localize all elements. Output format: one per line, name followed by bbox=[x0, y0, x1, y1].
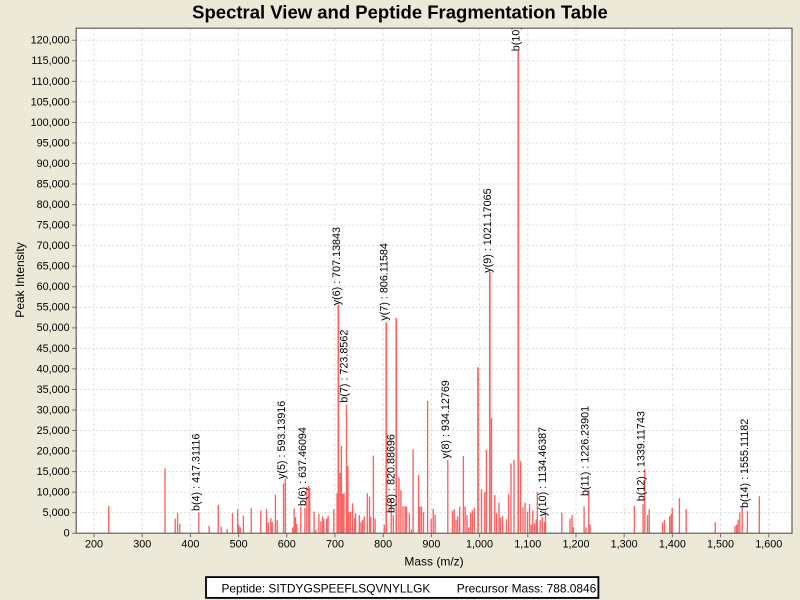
svg-text:40,000: 40,000 bbox=[37, 363, 70, 375]
svg-text:95,000: 95,000 bbox=[37, 137, 70, 149]
svg-text:y(9) : 1021.17065: y(9) : 1021.17065 bbox=[482, 188, 494, 272]
svg-text:105,000: 105,000 bbox=[31, 96, 70, 108]
svg-text:110,000: 110,000 bbox=[31, 76, 69, 88]
svg-text:0: 0 bbox=[64, 528, 70, 540]
svg-text:55,000: 55,000 bbox=[37, 302, 70, 314]
svg-text:85,000: 85,000 bbox=[37, 178, 70, 190]
svg-text:1,500: 1,500 bbox=[707, 538, 734, 550]
svg-text:200: 200 bbox=[85, 538, 103, 550]
svg-text:Spectral View and Peptide Frag: Spectral View and Peptide Fragmentation … bbox=[192, 2, 608, 23]
svg-text:b(11) : 1226.23901: b(11) : 1226.23901 bbox=[580, 406, 592, 496]
svg-text:65,000: 65,000 bbox=[37, 261, 70, 273]
svg-text:1,300: 1,300 bbox=[611, 538, 638, 550]
svg-text:1,400: 1,400 bbox=[659, 538, 686, 550]
svg-text:90,000: 90,000 bbox=[37, 158, 70, 170]
svg-text:80,000: 80,000 bbox=[37, 199, 70, 211]
svg-text:50,000: 50,000 bbox=[37, 322, 70, 334]
svg-text:35,000: 35,000 bbox=[37, 384, 70, 396]
svg-text:300: 300 bbox=[133, 538, 151, 550]
svg-text:b(4) : 417.31116: b(4) : 417.31116 bbox=[191, 434, 203, 511]
svg-text:5,000: 5,000 bbox=[43, 507, 70, 519]
svg-text:Peak Intensity: Peak Intensity bbox=[13, 242, 27, 317]
svg-text:30,000: 30,000 bbox=[37, 404, 70, 416]
svg-text:y(8) : 934.12769: y(8) : 934.12769 bbox=[440, 380, 452, 458]
svg-text:y(10) : 1134.46387: y(10) : 1134.46387 bbox=[537, 427, 549, 516]
svg-text:20,000: 20,000 bbox=[37, 445, 70, 457]
svg-text:Peptide: SITDYGSPEEFLSQVNYLLGK: Peptide: SITDYGSPEEFLSQVNYLLGK Precursor… bbox=[222, 581, 597, 595]
svg-text:b(8) : 820.88696: b(8) : 820.88696 bbox=[385, 434, 397, 513]
svg-text:1,000: 1,000 bbox=[466, 538, 493, 550]
svg-text:b(12) : 1339.11743: b(12) : 1339.11743 bbox=[636, 411, 648, 501]
svg-text:y(6) : 707.13843: y(6) : 707.13843 bbox=[331, 227, 343, 305]
svg-text:1,600: 1,600 bbox=[755, 538, 782, 550]
svg-text:Mass (m/z): Mass (m/z) bbox=[404, 554, 463, 568]
svg-text:25,000: 25,000 bbox=[37, 425, 70, 437]
svg-text:400: 400 bbox=[181, 538, 199, 550]
svg-text:1,200: 1,200 bbox=[562, 538, 589, 550]
svg-text:b(7) : 723.8562: b(7) : 723.8562 bbox=[338, 330, 350, 403]
svg-text:b(10) : 1078.42310: b(10) : 1078.42310 bbox=[510, 0, 522, 51]
svg-text:100,000: 100,000 bbox=[31, 117, 70, 129]
svg-text:600: 600 bbox=[278, 538, 296, 550]
svg-text:500: 500 bbox=[230, 538, 248, 550]
svg-text:800: 800 bbox=[374, 538, 392, 550]
svg-text:75,000: 75,000 bbox=[37, 220, 70, 232]
svg-text:900: 900 bbox=[422, 538, 440, 550]
svg-text:45,000: 45,000 bbox=[37, 343, 70, 355]
svg-text:115,000: 115,000 bbox=[31, 55, 69, 67]
svg-text:60,000: 60,000 bbox=[37, 281, 70, 293]
svg-text:120,000: 120,000 bbox=[31, 35, 70, 47]
svg-text:b(6) : 637.46094: b(6) : 637.46094 bbox=[297, 427, 309, 506]
svg-text:700: 700 bbox=[326, 538, 344, 550]
svg-text:70,000: 70,000 bbox=[37, 240, 70, 252]
svg-text:y(5) : 593.13916: y(5) : 593.13916 bbox=[276, 401, 288, 479]
svg-text:y(7) : 806.11584: y(7) : 806.11584 bbox=[378, 243, 390, 321]
svg-text:b(14) : 1555.11182: b(14) : 1555.11182 bbox=[739, 419, 751, 508]
svg-text:10,000: 10,000 bbox=[37, 487, 70, 499]
svg-text:15,000: 15,000 bbox=[37, 466, 70, 478]
svg-text:1,100: 1,100 bbox=[514, 538, 541, 550]
